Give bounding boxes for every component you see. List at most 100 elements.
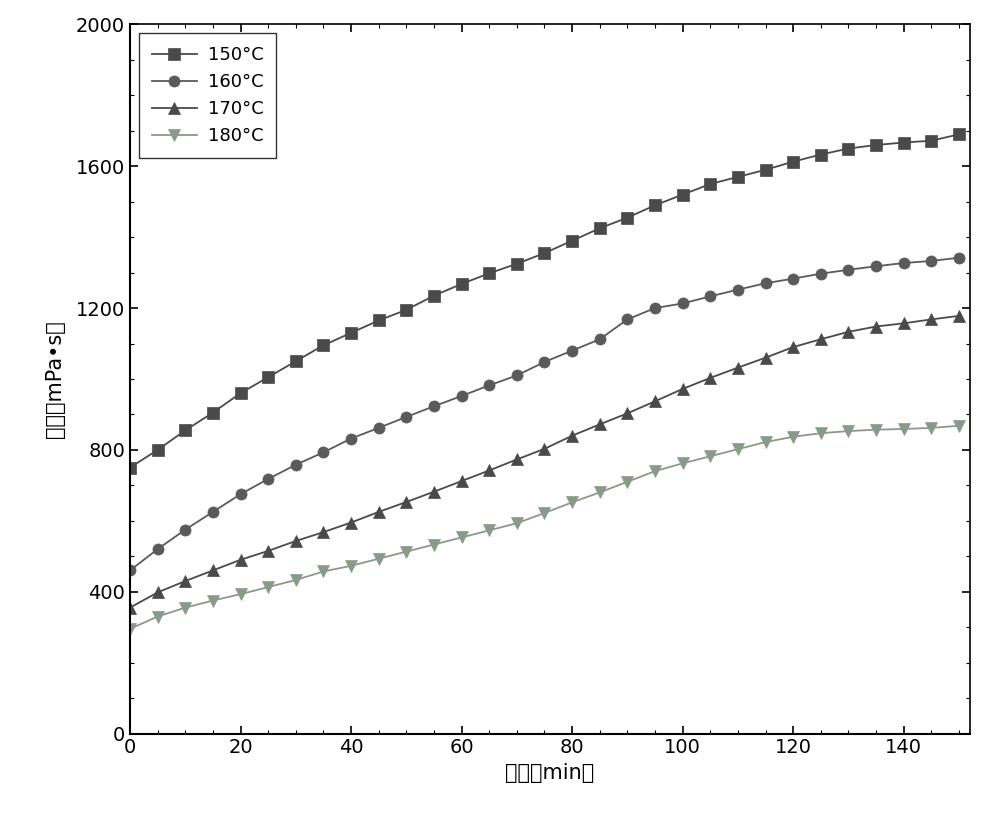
160°C xyxy=(317,447,329,457)
150°C xyxy=(870,140,882,150)
180°C xyxy=(207,596,219,606)
150°C xyxy=(649,200,661,210)
180°C xyxy=(428,540,440,549)
150°C xyxy=(290,356,302,366)
150°C xyxy=(262,372,274,382)
150°C xyxy=(235,388,247,398)
160°C xyxy=(345,434,357,443)
180°C xyxy=(566,497,578,507)
160°C xyxy=(649,303,661,313)
160°C xyxy=(621,315,633,324)
180°C xyxy=(704,452,716,461)
150°C xyxy=(373,315,385,325)
160°C xyxy=(704,292,716,302)
170°C xyxy=(235,555,247,565)
180°C xyxy=(621,477,633,487)
170°C xyxy=(538,444,550,454)
170°C xyxy=(760,353,772,363)
Line: 150°C: 150°C xyxy=(124,129,965,474)
150°C xyxy=(925,136,937,146)
180°C xyxy=(373,554,385,564)
160°C xyxy=(511,371,523,381)
180°C xyxy=(179,603,191,613)
180°C xyxy=(649,466,661,476)
180°C xyxy=(594,487,606,497)
180°C xyxy=(124,624,136,634)
170°C xyxy=(400,497,412,507)
160°C xyxy=(235,489,247,499)
170°C xyxy=(345,518,357,527)
180°C xyxy=(815,429,827,438)
150°C xyxy=(898,138,910,148)
160°C xyxy=(538,357,550,367)
160°C xyxy=(925,256,937,266)
180°C xyxy=(787,432,799,442)
160°C xyxy=(483,381,495,390)
170°C xyxy=(621,408,633,418)
180°C xyxy=(345,561,357,570)
160°C xyxy=(594,334,606,344)
180°C xyxy=(760,437,772,447)
150°C xyxy=(732,172,744,182)
160°C xyxy=(815,269,827,279)
150°C xyxy=(400,305,412,315)
170°C xyxy=(207,566,219,575)
180°C xyxy=(925,423,937,433)
180°C xyxy=(317,566,329,576)
150°C xyxy=(594,223,606,233)
150°C xyxy=(953,130,965,139)
180°C xyxy=(677,459,689,469)
170°C xyxy=(262,546,274,556)
150°C xyxy=(345,328,357,337)
160°C xyxy=(842,265,854,275)
180°C xyxy=(953,421,965,430)
150°C xyxy=(621,213,633,222)
170°C xyxy=(732,363,744,372)
150°C xyxy=(483,268,495,278)
Line: 160°C: 160°C xyxy=(124,252,965,576)
150°C xyxy=(815,150,827,160)
160°C xyxy=(124,566,136,575)
160°C xyxy=(456,391,468,401)
170°C xyxy=(566,431,578,441)
160°C xyxy=(787,274,799,284)
160°C xyxy=(290,460,302,469)
170°C xyxy=(898,319,910,328)
180°C xyxy=(290,575,302,585)
150°C xyxy=(760,165,772,174)
150°C xyxy=(456,279,468,289)
150°C xyxy=(538,249,550,258)
170°C xyxy=(290,536,302,546)
170°C xyxy=(815,334,827,344)
Legend: 150°C, 160°C, 170°C, 180°C: 150°C, 160°C, 170°C, 180°C xyxy=(139,33,276,158)
170°C xyxy=(787,342,799,352)
170°C xyxy=(925,315,937,324)
180°C xyxy=(262,582,274,592)
160°C xyxy=(400,412,412,422)
150°C xyxy=(842,143,854,153)
170°C xyxy=(317,527,329,537)
180°C xyxy=(483,526,495,535)
160°C xyxy=(262,474,274,484)
170°C xyxy=(483,465,495,475)
150°C xyxy=(704,179,716,189)
150°C xyxy=(317,341,329,350)
170°C xyxy=(179,576,191,586)
180°C xyxy=(732,444,744,454)
180°C xyxy=(152,611,164,621)
150°C xyxy=(787,156,799,166)
160°C xyxy=(732,284,744,294)
180°C xyxy=(538,508,550,518)
150°C xyxy=(124,463,136,473)
180°C xyxy=(870,425,882,434)
160°C xyxy=(373,423,385,433)
170°C xyxy=(124,603,136,613)
170°C xyxy=(704,373,716,383)
160°C xyxy=(898,258,910,268)
170°C xyxy=(152,588,164,597)
170°C xyxy=(428,487,440,496)
150°C xyxy=(207,408,219,417)
150°C xyxy=(428,291,440,301)
150°C xyxy=(677,190,689,200)
180°C xyxy=(235,589,247,599)
